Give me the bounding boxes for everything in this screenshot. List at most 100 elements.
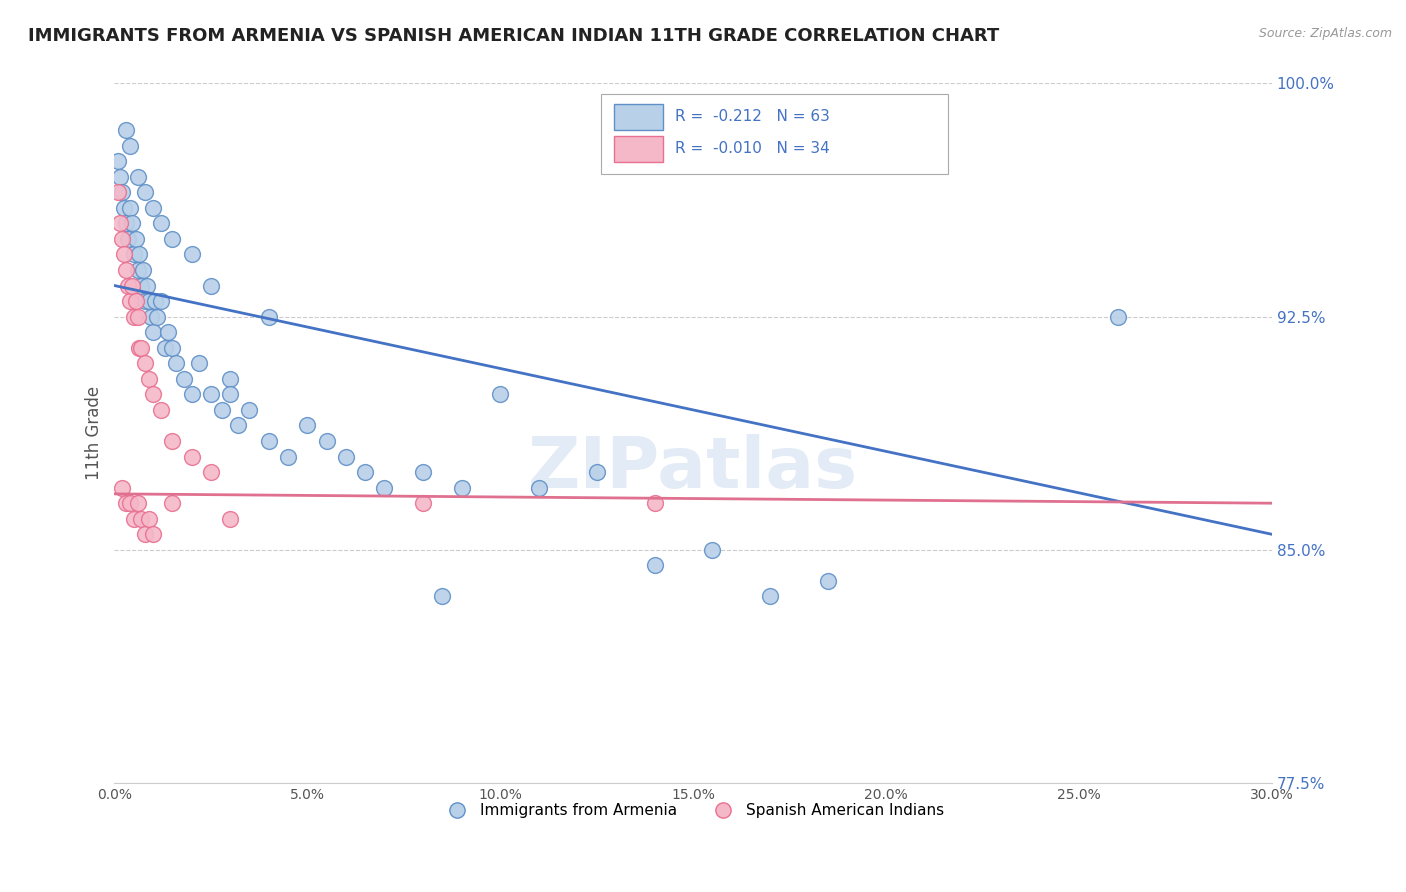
Point (112, 201, 135, 215)
Point (127, 263, 149, 277)
Point (139, 310, 162, 324)
Point (112, 247, 135, 261)
Point (188, 356, 211, 370)
Point (149, 403, 172, 417)
Point (108, 216, 131, 230)
Point (180, 387, 202, 401)
Point (527, 481, 550, 495)
Point (219, 387, 242, 401)
Point (134, 356, 156, 370)
Point (117, 232, 139, 246)
Point (131, 512, 153, 526)
Point (257, 434, 280, 448)
Point (180, 247, 202, 261)
FancyBboxPatch shape (614, 103, 664, 130)
Point (1107, 310, 1129, 324)
Point (111, 232, 134, 246)
Point (111, 186, 134, 200)
Point (585, 465, 607, 479)
Text: Source: ZipAtlas.com: Source: ZipAtlas.com (1258, 27, 1392, 40)
Text: R =  -0.212   N = 63: R = -0.212 N = 63 (675, 109, 830, 124)
Point (173, 372, 195, 386)
Point (128, 247, 150, 261)
Point (107, 186, 129, 200)
Point (121, 278, 143, 293)
Point (138, 294, 160, 309)
Point (143, 294, 166, 309)
Point (644, 496, 666, 510)
Text: R =  -0.010   N = 34: R = -0.010 N = 34 (675, 141, 830, 156)
Point (115, 263, 138, 277)
Point (162, 341, 184, 355)
Point (124, 232, 146, 246)
Point (118, 201, 141, 215)
Point (149, 216, 172, 230)
Point (162, 496, 184, 510)
Point (134, 186, 156, 200)
Point (124, 294, 146, 309)
FancyBboxPatch shape (614, 136, 664, 162)
Point (759, 590, 782, 604)
Point (127, 496, 149, 510)
Point (134, 527, 156, 541)
Point (138, 512, 160, 526)
Point (146, 310, 169, 324)
Point (219, 512, 242, 526)
Point (134, 294, 156, 309)
Point (238, 403, 260, 417)
Point (127, 310, 149, 324)
Point (132, 263, 155, 277)
Text: IMMIGRANTS FROM ARMENIA VS SPANISH AMERICAN INDIAN 11TH GRADE CORRELATION CHART: IMMIGRANTS FROM ARMENIA VS SPANISH AMERI… (28, 27, 1000, 45)
Point (107, 154, 129, 169)
Point (297, 418, 319, 433)
Point (115, 216, 138, 230)
Point (200, 387, 222, 401)
Point (335, 450, 357, 464)
Point (644, 558, 666, 573)
Point (142, 325, 165, 339)
Point (108, 169, 131, 184)
Point (180, 450, 202, 464)
Point (219, 372, 242, 386)
Point (489, 387, 512, 401)
Point (200, 465, 222, 479)
Point (118, 496, 141, 510)
Point (200, 278, 222, 293)
Point (277, 450, 299, 464)
Point (162, 232, 184, 246)
Point (117, 278, 139, 293)
Point (127, 169, 149, 184)
Point (138, 372, 160, 386)
Point (412, 496, 434, 510)
Point (122, 247, 145, 261)
Point (373, 481, 395, 495)
Point (142, 201, 165, 215)
Point (118, 138, 141, 153)
Point (315, 434, 337, 448)
Point (211, 403, 233, 417)
Point (131, 278, 153, 293)
Point (257, 310, 280, 324)
Legend: Immigrants from Armenia, Spanish American Indians: Immigrants from Armenia, Spanish America… (436, 797, 950, 824)
Point (115, 496, 138, 510)
Point (157, 325, 180, 339)
Point (142, 527, 165, 541)
Point (162, 434, 184, 448)
Point (122, 512, 145, 526)
Point (115, 123, 138, 137)
Point (153, 341, 176, 355)
Point (122, 310, 145, 324)
Point (118, 294, 141, 309)
Point (817, 574, 839, 588)
Point (149, 294, 172, 309)
Text: ZIPatlas: ZIPatlas (529, 434, 858, 503)
Point (450, 481, 472, 495)
Point (136, 278, 159, 293)
Point (131, 341, 153, 355)
Point (432, 590, 454, 604)
Point (412, 465, 434, 479)
Point (354, 465, 377, 479)
Y-axis label: 11th Grade: 11th Grade (86, 386, 103, 480)
Point (128, 341, 150, 355)
FancyBboxPatch shape (600, 94, 948, 175)
